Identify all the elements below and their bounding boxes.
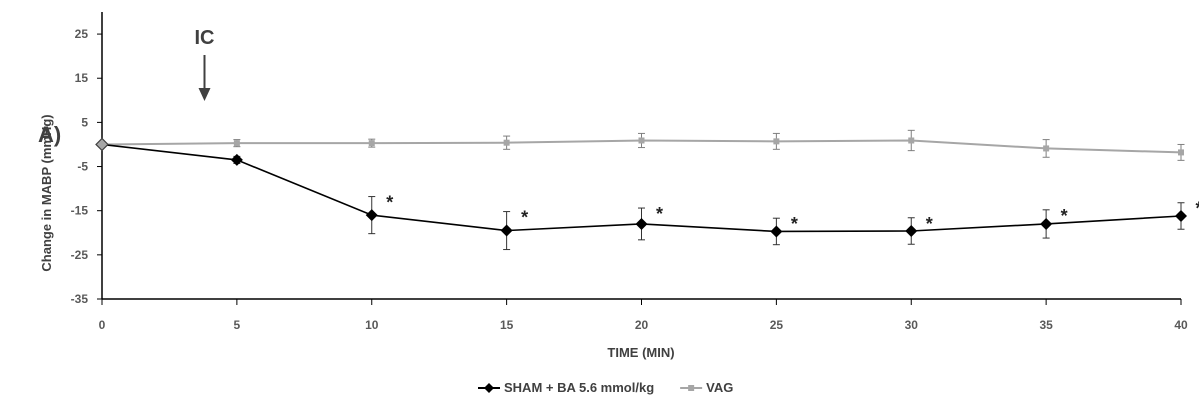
legend-item: SHAM + BA 5.6 mmol/kg [478,380,654,395]
origin-point [95,137,109,152]
data-point [500,224,513,237]
data-point [1040,217,1053,230]
data-point [233,140,240,147]
data-point [365,209,378,222]
significance-marker: * [791,214,798,234]
significance-marker: * [386,193,393,213]
legend-item: VAG [680,380,733,395]
legend-label: VAG [706,380,733,395]
y-tick-label: 5 [81,115,88,129]
x-tick-label: 35 [1039,318,1053,332]
legend-label: SHAM + BA 5.6 mmol/kg [504,380,654,395]
y-axis-title: Change in MABP (mmHg) [39,114,54,271]
y-ticks: 25 15 5 -5 -15 -25 -35 [71,27,102,306]
y-tick-label: -5 [77,160,88,174]
x-tick-label: 40 [1174,318,1188,332]
data-point [230,153,243,166]
data-point [1178,149,1184,156]
data-point [905,225,918,238]
legend: SHAM + BA 5.6 mmol/kg VAG [478,380,733,395]
series-vag [101,129,1185,161]
ic-annotation: IC [195,27,215,101]
significance-marker: * [1061,206,1068,226]
data-point [770,225,783,238]
data-point [638,137,645,144]
data-point [503,139,510,146]
axes: 25 15 5 -5 -15 -25 -35 0 5 10 15 20 25 30 35 40 [71,12,1188,332]
significance-marker: * [656,204,663,224]
x-axis-title: TIME (MIN) [607,345,674,360]
x-tick-label: 5 [234,318,241,332]
x-tick-label: 30 [905,318,919,332]
significance-marker: * [521,208,528,228]
y-tick-label: 15 [75,71,89,85]
data-point [368,140,375,147]
data-point [773,138,780,145]
legend-swatch-marker [484,383,494,393]
y-tick-label: -35 [71,292,89,306]
x-tick-label: 20 [635,318,649,332]
series-layer: * * * * * * * [95,129,1199,251]
x-tick-label: 0 [99,318,106,332]
significance-marker: * [1195,199,1199,219]
series-sham-ba: * * * * * * * [101,143,1199,251]
panel-label: A) [38,122,61,147]
y-tick-label: 25 [75,27,89,41]
ic-arrow-head [198,88,211,101]
ic-annotation-label: IC [195,27,215,49]
y-tick-label: -25 [71,248,89,262]
data-point [1175,209,1187,222]
y-tick-label: -15 [71,204,89,218]
x-tick-label: 25 [770,318,784,332]
data-point [908,137,915,144]
significance-marker: * [926,214,933,234]
x-ticks: 0 5 10 15 20 25 30 35 40 [99,299,1188,332]
legend-swatch-marker [688,385,695,391]
x-tick-label: 10 [365,318,379,332]
data-point [1043,145,1050,152]
data-point [635,217,648,230]
x-tick-label: 15 [500,318,514,332]
